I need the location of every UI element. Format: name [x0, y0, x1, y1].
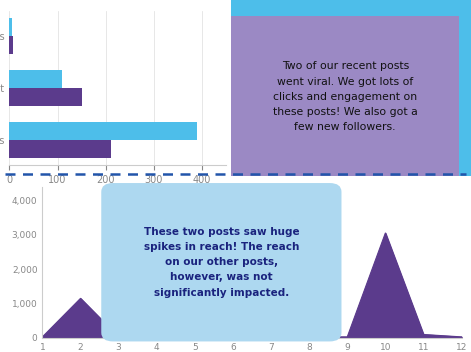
Bar — [9, 70, 62, 88]
Bar — [9, 140, 111, 158]
Bar — [9, 18, 12, 36]
Text: Two of our recent posts
went viral. We got lots of
clicks and engagement on
thes: Two of our recent posts went viral. We g… — [273, 61, 418, 132]
Bar — [9, 88, 81, 106]
Bar — [9, 36, 13, 54]
Bar — [9, 122, 197, 140]
Text: These two posts saw huge
spikes in reach! The reach
on our other posts,
however,: These two posts saw huge spikes in reach… — [144, 227, 299, 298]
